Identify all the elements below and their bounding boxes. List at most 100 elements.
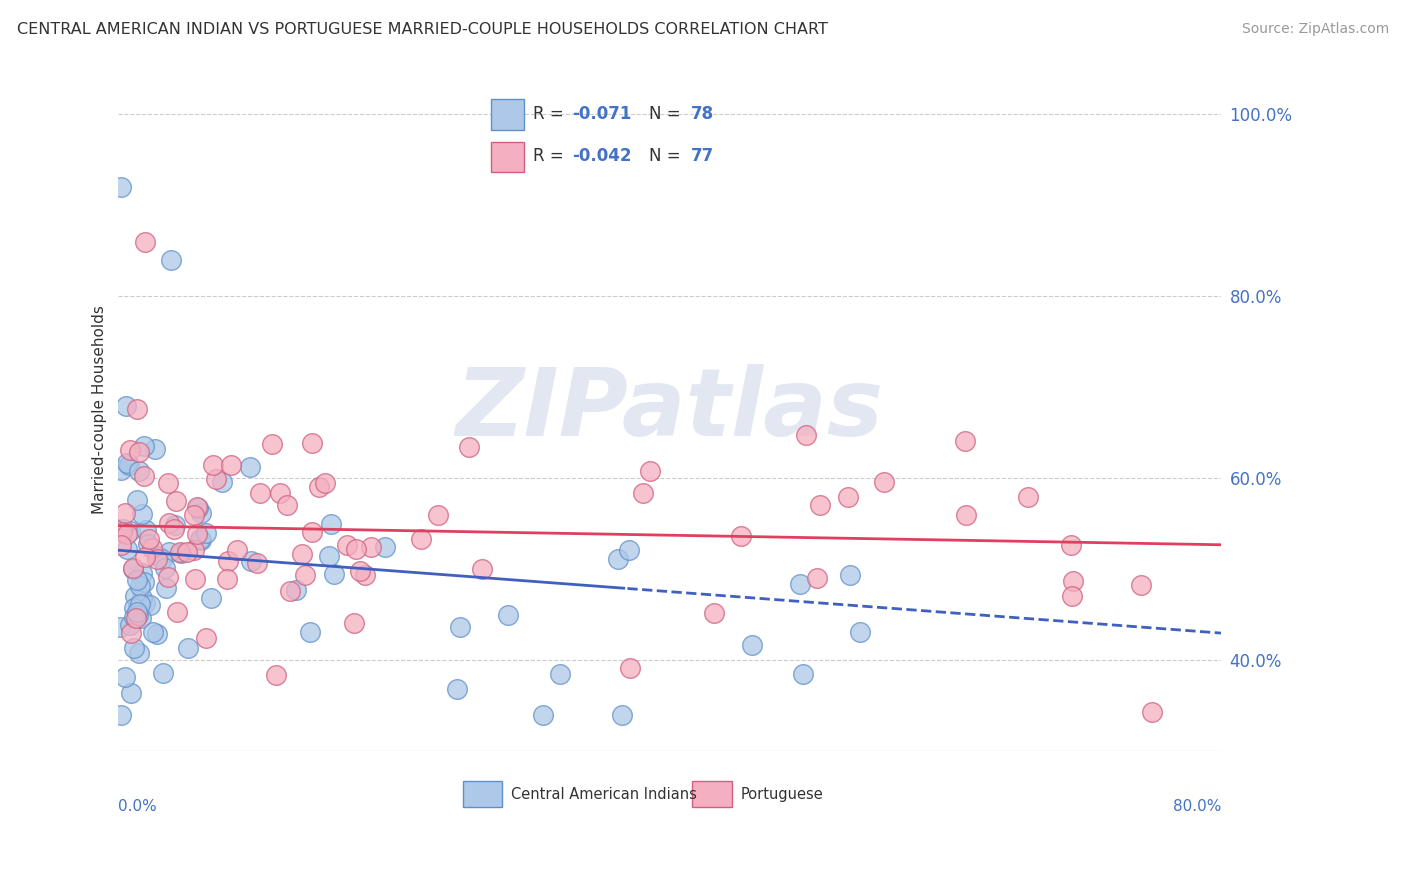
Point — [120, 524, 142, 538]
Point — [190, 533, 212, 547]
Point — [239, 460, 262, 475]
Point — [159, 516, 181, 530]
Point — [157, 570, 180, 584]
Point — [246, 556, 269, 570]
Point — [321, 516, 343, 531]
Point — [169, 545, 191, 559]
Point — [215, 572, 238, 586]
Point — [124, 600, 146, 615]
Point — [127, 607, 149, 622]
Point — [125, 492, 148, 507]
Point — [617, 543, 640, 558]
Point — [136, 537, 159, 551]
Point — [606, 552, 628, 566]
Point — [115, 526, 138, 541]
Point — [122, 562, 145, 576]
Point — [183, 543, 205, 558]
Point — [531, 708, 554, 723]
Point — [276, 498, 298, 512]
Point — [124, 590, 146, 604]
Point — [794, 427, 817, 442]
Point — [848, 624, 870, 639]
Point — [269, 486, 291, 500]
Point — [458, 441, 481, 455]
Point — [127, 573, 149, 587]
Point — [128, 646, 150, 660]
Point — [134, 550, 156, 565]
Point — [449, 620, 471, 634]
Point — [124, 610, 146, 624]
Point — [131, 507, 153, 521]
Point — [163, 522, 186, 536]
Point — [195, 526, 218, 541]
Point — [122, 560, 145, 574]
Point — [115, 400, 138, 414]
Point — [115, 542, 138, 557]
Point — [127, 598, 149, 612]
Point — [110, 463, 132, 477]
Point — [118, 458, 141, 472]
Point — [110, 537, 132, 551]
Text: Source: ZipAtlas.com: Source: ZipAtlas.com — [1241, 22, 1389, 37]
Point — [426, 508, 449, 523]
Point — [308, 480, 330, 494]
Point — [110, 708, 132, 723]
Point — [354, 568, 377, 582]
Point — [166, 605, 188, 619]
Point — [152, 666, 174, 681]
Point — [132, 575, 155, 590]
Point — [118, 618, 141, 632]
Point — [374, 540, 396, 554]
Point — [139, 598, 162, 612]
Point — [610, 708, 633, 723]
Point — [184, 572, 207, 586]
Point — [217, 554, 239, 568]
Point — [112, 522, 135, 536]
Point — [204, 472, 226, 486]
Point — [260, 436, 283, 450]
Point — [631, 486, 654, 500]
Point — [837, 490, 859, 504]
Point — [1062, 574, 1084, 588]
Point — [301, 525, 323, 540]
Point — [200, 591, 222, 605]
Point — [165, 494, 187, 508]
Point — [190, 506, 212, 520]
Point — [132, 469, 155, 483]
Point — [143, 442, 166, 456]
Point — [344, 542, 367, 557]
Point — [188, 532, 211, 546]
Point — [349, 565, 371, 579]
Point — [619, 661, 641, 675]
Point — [122, 641, 145, 656]
Point — [134, 596, 156, 610]
Point — [187, 500, 209, 515]
Point — [789, 577, 811, 591]
Point — [741, 638, 763, 652]
Point — [186, 500, 208, 514]
Point — [131, 591, 153, 605]
Point — [110, 180, 132, 194]
Point — [955, 434, 977, 448]
Point — [291, 547, 314, 561]
Point — [219, 458, 242, 472]
Point — [129, 579, 152, 593]
Point — [249, 486, 271, 500]
Point — [298, 624, 321, 639]
Point — [1130, 578, 1153, 592]
Point — [1142, 705, 1164, 719]
Point — [638, 465, 661, 479]
Point — [108, 620, 131, 634]
Point — [120, 626, 142, 640]
Text: ZIPatlas: ZIPatlas — [456, 364, 884, 456]
Point — [792, 667, 814, 681]
Point — [157, 476, 180, 491]
Point — [125, 611, 148, 625]
Point — [240, 554, 263, 568]
Point — [150, 551, 173, 566]
Point — [111, 525, 134, 540]
Point — [170, 546, 193, 560]
Point — [145, 627, 167, 641]
Point — [117, 456, 139, 470]
Point — [323, 567, 346, 582]
